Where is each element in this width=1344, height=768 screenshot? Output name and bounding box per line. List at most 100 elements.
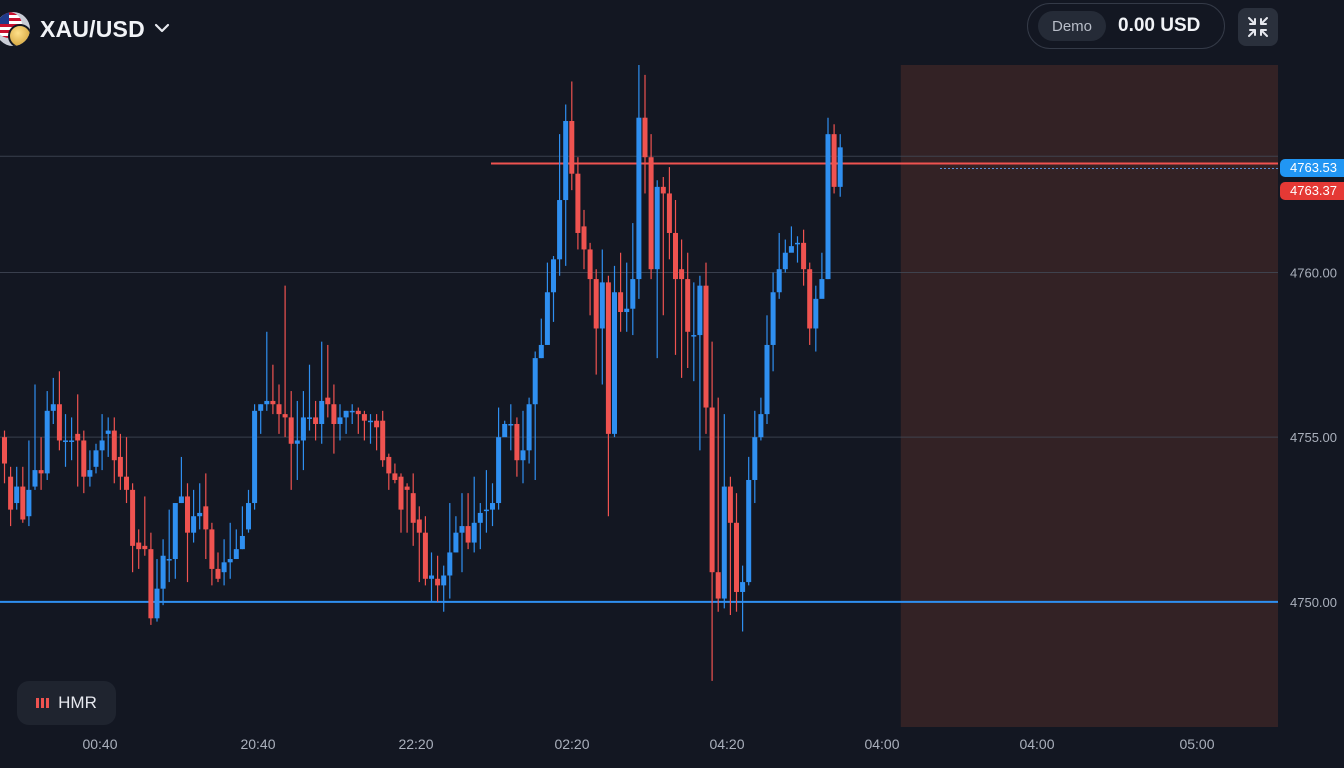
candle[interactable] — [776, 232, 782, 299]
candle[interactable] — [160, 539, 166, 606]
candle[interactable] — [721, 414, 727, 609]
candle[interactable] — [502, 420, 508, 438]
candle[interactable] — [319, 341, 325, 444]
candle[interactable] — [246, 489, 251, 533]
candle[interactable] — [471, 476, 477, 553]
candle[interactable] — [81, 430, 87, 494]
candle[interactable] — [203, 473, 209, 560]
candle[interactable] — [99, 414, 105, 471]
candle[interactable] — [544, 262, 550, 345]
candle[interactable] — [429, 552, 434, 602]
candle[interactable] — [581, 209, 587, 270]
candle[interactable] — [185, 483, 190, 583]
candle[interactable] — [587, 242, 593, 316]
candle[interactable] — [349, 404, 355, 424]
candle[interactable] — [300, 391, 306, 471]
candle[interactable] — [105, 417, 111, 457]
candle[interactable] — [764, 315, 770, 424]
collapse-button[interactable] — [1238, 8, 1278, 46]
candle[interactable] — [618, 252, 624, 332]
candle[interactable] — [32, 384, 38, 490]
candle[interactable] — [782, 239, 788, 273]
candle[interactable] — [630, 223, 636, 336]
candle[interactable] — [75, 394, 81, 487]
candle[interactable] — [20, 466, 26, 523]
candle[interactable] — [410, 473, 416, 546]
candle[interactable] — [154, 559, 160, 622]
candle[interactable] — [538, 318, 544, 359]
candle[interactable] — [288, 391, 294, 490]
candle[interactable] — [526, 397, 532, 464]
candle[interactable] — [282, 285, 288, 438]
candle[interactable] — [392, 463, 398, 484]
candle[interactable] — [233, 529, 239, 560]
candle[interactable] — [215, 552, 221, 583]
candle[interactable] — [294, 400, 300, 480]
candle[interactable] — [575, 157, 581, 250]
candle[interactable] — [117, 433, 123, 490]
candle[interactable] — [166, 509, 172, 583]
candle[interactable] — [569, 81, 575, 191]
candle[interactable] — [740, 565, 746, 632]
candle[interactable] — [453, 516, 459, 553]
candle[interactable] — [404, 483, 410, 533]
candle[interactable] — [416, 506, 422, 583]
candle[interactable] — [837, 134, 843, 197]
candle[interactable] — [258, 404, 264, 434]
candle[interactable] — [386, 453, 392, 490]
candle[interactable] — [124, 437, 129, 504]
candle[interactable] — [636, 65, 642, 299]
candle[interactable] — [307, 364, 312, 431]
candle[interactable] — [483, 470, 489, 533]
candle[interactable] — [654, 180, 660, 359]
candle[interactable] — [514, 417, 520, 477]
candle[interactable] — [368, 414, 373, 444]
candle[interactable] — [355, 407, 361, 434]
candle[interactable] — [197, 483, 203, 530]
indicator-button[interactable]: HMR — [17, 681, 116, 725]
candle[interactable] — [14, 466, 20, 510]
candle[interactable] — [752, 410, 758, 504]
candle[interactable] — [788, 226, 794, 253]
candle[interactable] — [2, 430, 7, 484]
candle[interactable] — [807, 262, 813, 345]
candle[interactable] — [459, 493, 465, 573]
candle[interactable] — [685, 252, 691, 369]
candle[interactable] — [264, 331, 270, 411]
candle[interactable] — [111, 417, 117, 484]
candle[interactable] — [496, 407, 502, 510]
candle[interactable] — [337, 404, 343, 441]
candle[interactable] — [270, 364, 276, 415]
candle[interactable] — [825, 117, 831, 280]
candle[interactable] — [209, 522, 215, 586]
candle[interactable] — [87, 450, 93, 487]
candle[interactable] — [666, 167, 672, 260]
candle[interactable] — [130, 483, 136, 573]
candle[interactable] — [361, 410, 367, 441]
candle[interactable] — [136, 529, 142, 569]
candle[interactable] — [819, 252, 825, 299]
candle[interactable] — [50, 377, 56, 424]
candle[interactable] — [38, 437, 44, 490]
account-balance-pill[interactable]: Demo 0.00 USD — [1027, 3, 1225, 49]
candle[interactable] — [172, 503, 178, 579]
candle[interactable] — [191, 489, 197, 543]
candle[interactable] — [441, 565, 447, 612]
candle[interactable] — [599, 249, 605, 385]
candle[interactable] — [477, 503, 483, 550]
candle[interactable] — [276, 384, 282, 434]
candle[interactable] — [69, 417, 75, 461]
candle[interactable] — [679, 239, 685, 378]
candle[interactable] — [148, 532, 154, 625]
candle[interactable] — [435, 555, 441, 602]
candle[interactable] — [56, 371, 62, 451]
candle[interactable] — [697, 275, 703, 451]
candle[interactable] — [801, 229, 807, 286]
candle[interactable] — [374, 414, 380, 451]
candle[interactable] — [343, 410, 349, 434]
candle[interactable] — [557, 134, 563, 276]
candle[interactable] — [465, 493, 471, 550]
candle[interactable] — [178, 456, 184, 504]
candle[interactable] — [142, 496, 148, 556]
